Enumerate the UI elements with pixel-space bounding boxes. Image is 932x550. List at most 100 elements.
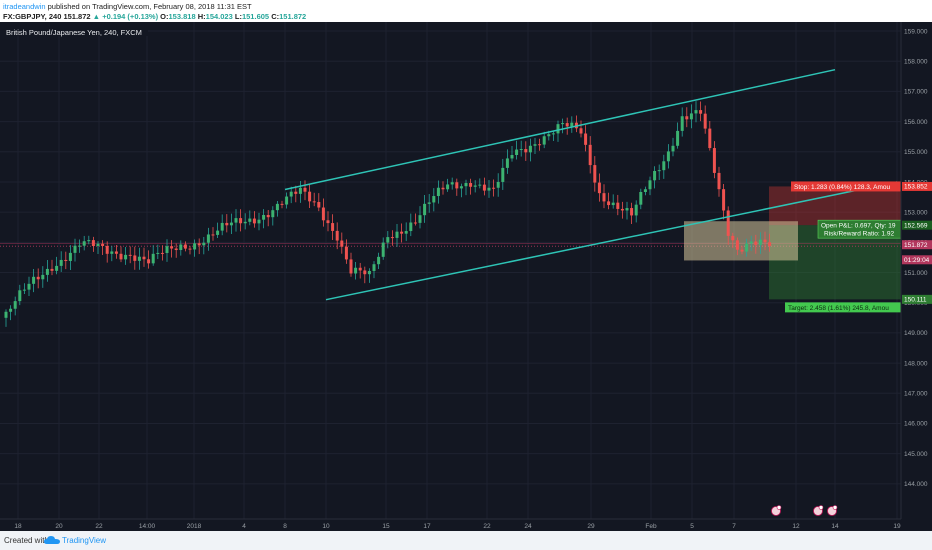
candle — [257, 212, 261, 231]
price-tick-label: 151.000 — [904, 270, 928, 277]
candle — [151, 245, 155, 266]
candle — [206, 227, 210, 251]
candle — [225, 214, 229, 233]
time-tick-label: 22 — [95, 523, 103, 530]
candle — [41, 266, 45, 288]
candle — [262, 209, 266, 229]
tradingview-link[interactable]: TradingView — [62, 536, 107, 545]
time-tick-label: 14 — [831, 523, 839, 530]
chart-header: itradeandwin published on TradingView.co… — [0, 0, 932, 22]
candle — [55, 256, 59, 275]
candle — [280, 200, 284, 209]
price-chart[interactable]: Stop: 1.283 (0.84%) 128.3, Amou Open P&L:… — [0, 22, 932, 531]
footer-bar: Created with TradingView — [0, 531, 932, 550]
time-axis-bg — [0, 519, 932, 531]
candle — [266, 209, 270, 227]
target-price-tag-bg — [902, 294, 932, 304]
candle — [114, 244, 118, 259]
candle — [110, 245, 114, 262]
candle — [96, 241, 100, 254]
author-link[interactable]: itradeandwin — [3, 2, 46, 11]
candle — [239, 209, 243, 232]
channel-upper-line[interactable] — [284, 68, 836, 191]
candle — [593, 156, 597, 192]
candle — [432, 188, 436, 212]
candle — [754, 234, 758, 254]
tradingview-cloud-icon — [44, 535, 60, 547]
candle — [377, 252, 381, 269]
candle — [584, 125, 588, 152]
candle — [386, 231, 390, 249]
candle — [662, 154, 666, 179]
candle — [450, 177, 454, 190]
trend-channel[interactable] — [284, 68, 898, 301]
candle — [625, 201, 629, 220]
event-flag-icon[interactable] — [771, 505, 782, 516]
bar-timer-tag-bg — [902, 255, 932, 265]
candle — [515, 140, 519, 160]
candle — [505, 149, 509, 174]
candle — [464, 179, 468, 196]
price-tick-label: 157.000 — [904, 89, 928, 96]
candle — [147, 250, 151, 269]
bar-timer-tag: 01:29:04 — [904, 257, 930, 264]
time-axis[interactable]: 18 20 22 14:00 2018 4 8 10 15 17 22 24 29 Feb 5 7 12 14 19 — [14, 523, 901, 530]
candle — [45, 259, 49, 282]
entry-price-tag: 152.569 — [904, 222, 928, 229]
time-tick-label: 12 — [792, 523, 800, 530]
candle — [344, 239, 348, 264]
candle — [413, 213, 417, 226]
event-markers[interactable] — [771, 505, 838, 516]
candle — [183, 241, 187, 252]
candle — [579, 120, 583, 138]
candle — [211, 227, 215, 241]
candle — [64, 251, 68, 270]
candle — [611, 194, 615, 209]
time-tick-label: 20 — [55, 523, 63, 530]
candle — [275, 200, 279, 217]
candle — [648, 176, 652, 196]
candle — [653, 166, 657, 189]
candle — [726, 206, 730, 245]
candle — [740, 245, 744, 255]
candle — [142, 247, 146, 267]
candle — [165, 239, 169, 262]
low-value: 151.605 — [241, 12, 270, 21]
candle — [137, 247, 141, 270]
stop-label: Stop: 1.283 (0.84%) 128.3, Amou — [794, 184, 891, 191]
candle — [27, 276, 31, 297]
candle — [87, 235, 91, 245]
time-tick-label: 5 — [690, 523, 694, 530]
candle — [602, 184, 606, 209]
candle — [639, 188, 643, 210]
candle — [188, 245, 192, 255]
price-tick-label: 145.000 — [904, 451, 928, 458]
candle — [229, 213, 233, 234]
chart-title: British Pound/Japanese Yen, 240, FXCM — [6, 28, 142, 37]
event-flag-icon[interactable] — [813, 505, 824, 516]
candle — [712, 141, 716, 179]
price-tick-label: 148.000 — [904, 360, 928, 367]
candle — [528, 138, 532, 162]
consolidation-box[interactable] — [684, 221, 798, 261]
candle — [381, 237, 385, 260]
event-flag-icon[interactable] — [827, 505, 838, 516]
candle — [298, 181, 302, 203]
candle — [538, 138, 542, 151]
stop-zone[interactable] — [769, 186, 901, 226]
candle — [133, 246, 137, 270]
rr-label: Risk/Reward Ratio: 1.92 — [824, 231, 894, 238]
ohlc-line: FX:GBPJPY, 240 151.872 ▲ +0.194 (+0.13%)… — [3, 12, 306, 21]
candle — [354, 262, 358, 280]
channel-lower-line[interactable] — [325, 181, 898, 301]
candle — [685, 107, 689, 128]
close-label: C: — [271, 12, 280, 21]
candle — [73, 238, 77, 262]
candle — [620, 201, 624, 219]
candle — [36, 268, 40, 289]
candle — [82, 235, 86, 251]
candle — [13, 296, 17, 316]
candle — [294, 185, 298, 203]
candle — [289, 186, 293, 204]
candle — [763, 231, 767, 251]
